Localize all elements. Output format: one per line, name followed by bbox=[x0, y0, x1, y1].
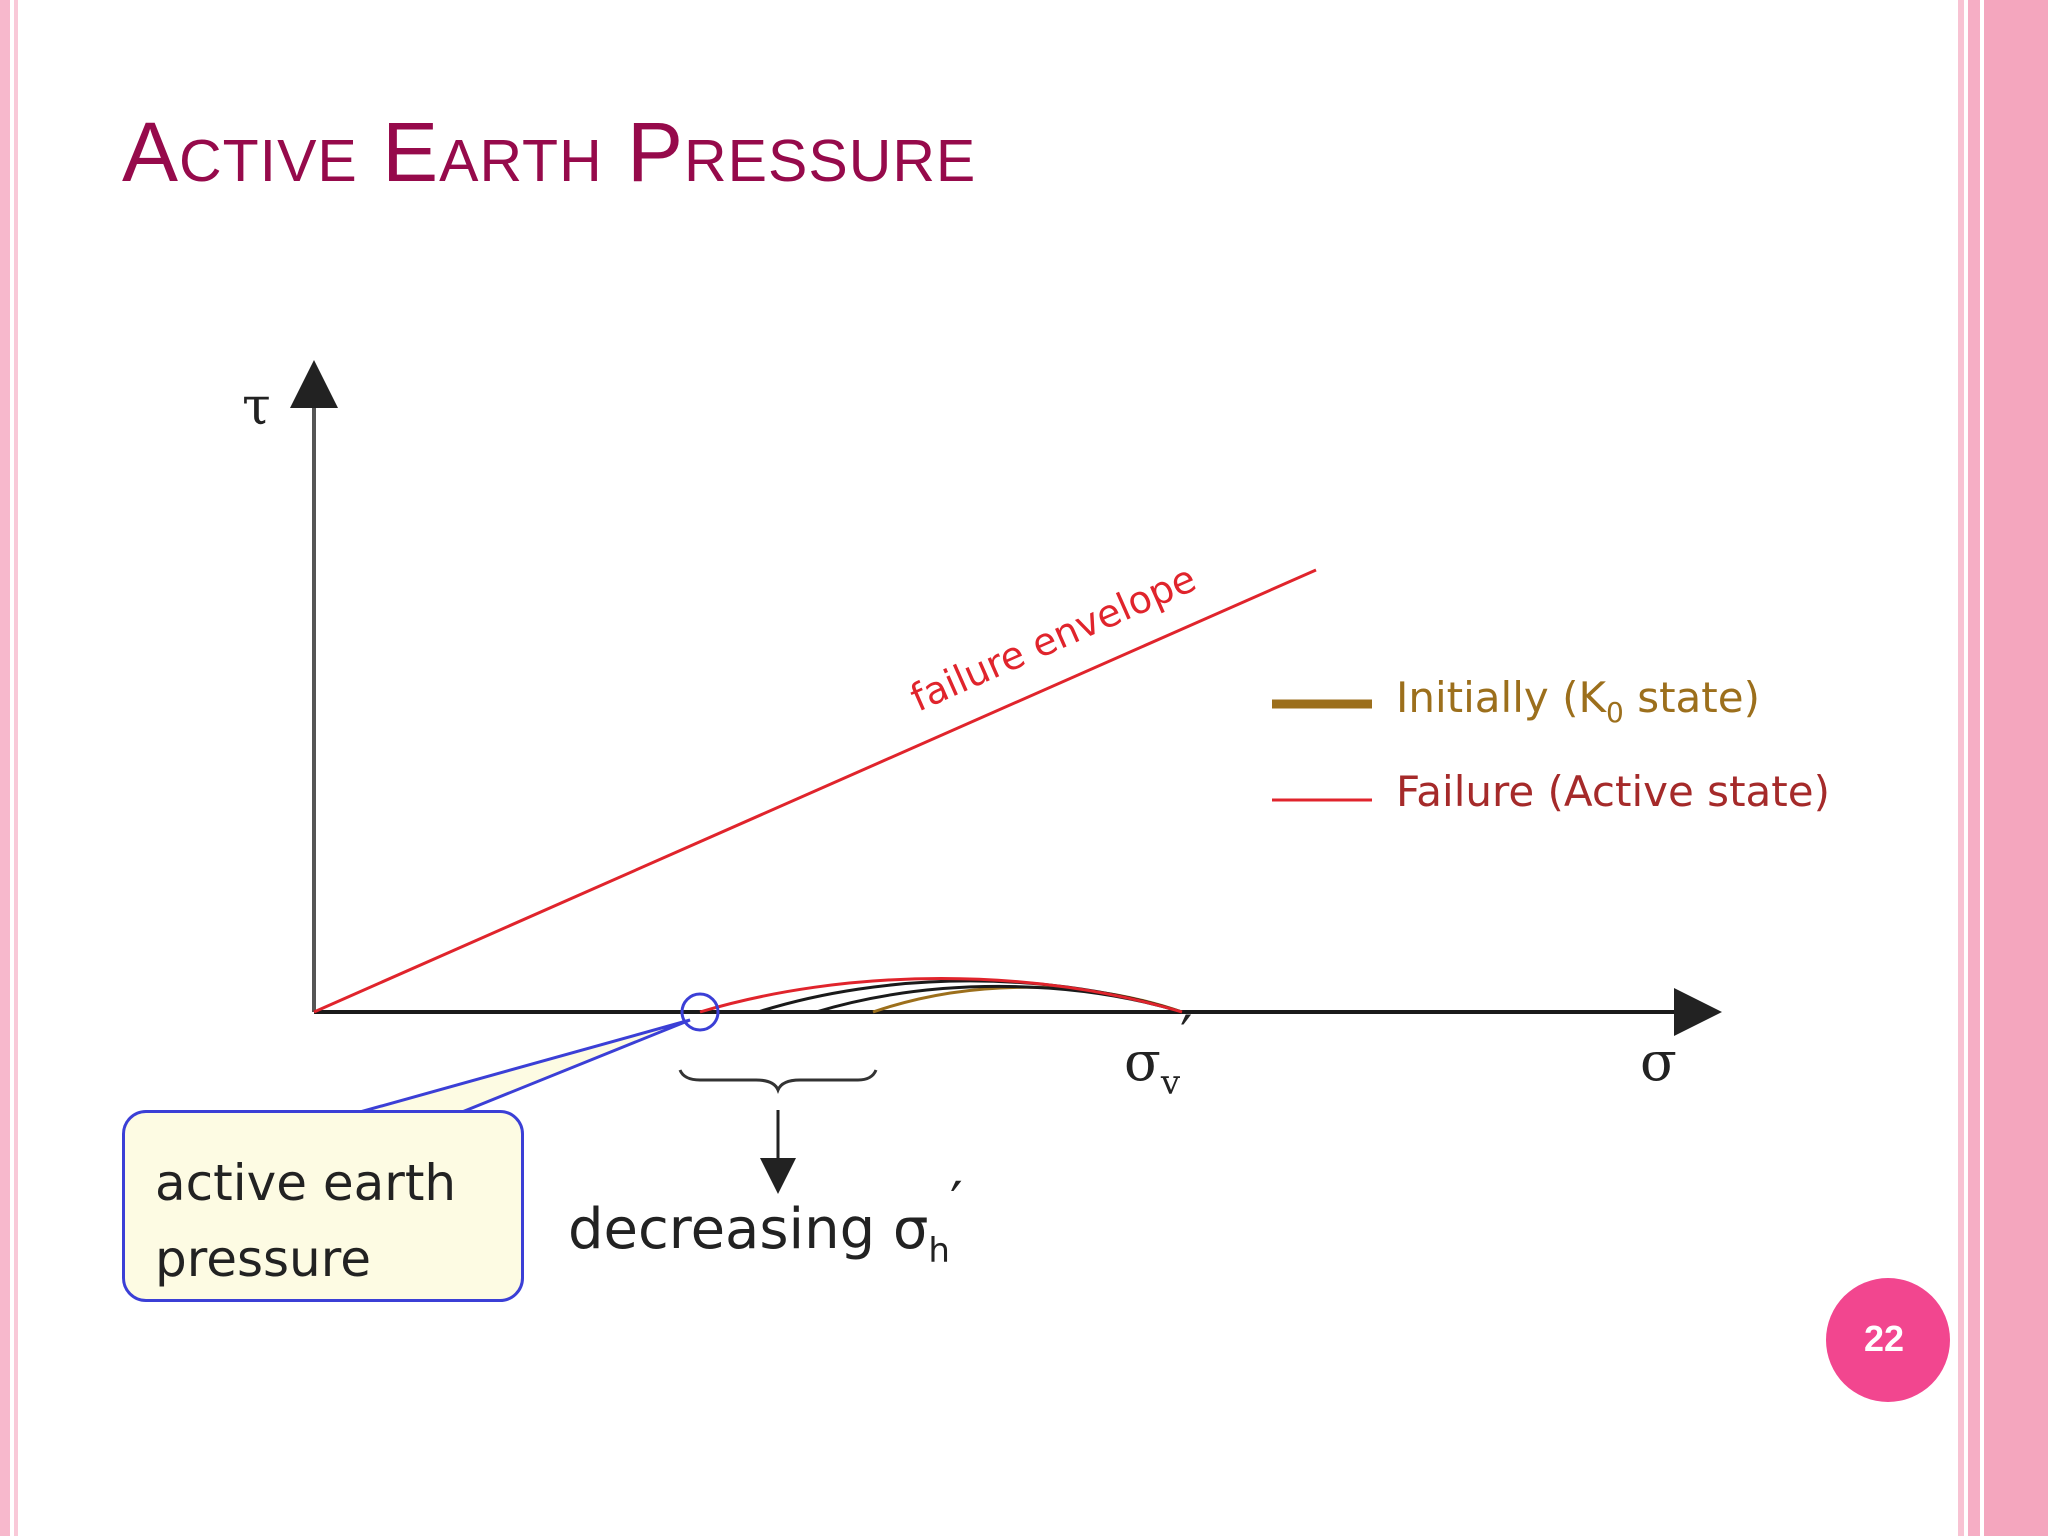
callout-line-2: pressure bbox=[155, 1230, 371, 1288]
active-earth-pressure-callout: active earth pressure bbox=[122, 1110, 524, 1302]
page-number-badge bbox=[1826, 1278, 1950, 1402]
tau-axis-label: τ bbox=[242, 377, 271, 437]
slide-border-right-thin bbox=[1958, 0, 1964, 1536]
decreasing-label: decreasing σh′ bbox=[568, 1171, 963, 1271]
callout-line-1: active earth bbox=[155, 1154, 457, 1212]
slide-title: Active Earth Pressure bbox=[122, 105, 977, 199]
callout-pointer bbox=[359, 1018, 691, 1114]
page-number: 22 bbox=[1864, 1318, 1905, 1359]
decreasing-brace bbox=[678, 1069, 878, 1095]
slide-border-left-inner bbox=[14, 0, 18, 1536]
mohr-circle-failure bbox=[699, 977, 1183, 1014]
slide-border-right-mid bbox=[1968, 0, 1980, 1536]
slide-border-left bbox=[0, 0, 10, 1536]
legend-label-initial: Initially (K0 state) bbox=[1396, 673, 1760, 729]
sigma-axis-label: σ bbox=[1640, 1030, 1677, 1093]
legend-label-failure: Failure (Active state) bbox=[1396, 767, 1830, 816]
active-pressure-point bbox=[680, 992, 720, 1032]
slide-border-right-wide bbox=[1984, 0, 2048, 1536]
sigma-v-label: σv′ bbox=[1124, 1004, 1192, 1103]
failure-envelope-label: failure envelope bbox=[904, 556, 1202, 720]
failure-envelope-line bbox=[313, 568, 1317, 1014]
